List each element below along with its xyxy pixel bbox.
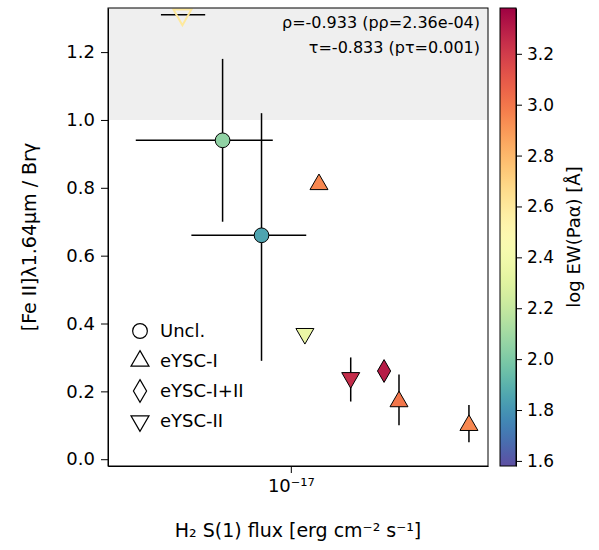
colorbar-tick-mark (516, 410, 522, 411)
legend-marker (131, 351, 149, 367)
y-tick: 0.0 (66, 448, 108, 469)
y-tick: 0.4 (66, 313, 108, 334)
x-error-bar (136, 140, 273, 142)
data-point (173, 10, 191, 26)
y-tick-mark (101, 459, 108, 460)
chart: 10⁻¹⁷ 0.0 0.2 0.4 0.6 0.8 1.0 1.2 H₂ S(1) flux [… (0, 0, 599, 550)
y-tick: 0.6 (66, 245, 108, 266)
x-tick: 10⁻¹⁷ (268, 466, 315, 496)
y-tick: 1.2 (66, 41, 108, 62)
colorbar-tick: 2.4 (516, 247, 554, 267)
colorbar-tick-mark (516, 156, 522, 157)
x-error-bar (191, 235, 306, 237)
data-point (296, 328, 314, 344)
data-point (390, 391, 408, 407)
colorbar-title: log EW(Paα) [Å] (563, 166, 584, 307)
colorbar-tick-mark (516, 105, 522, 106)
colorbar-tick: 3.0 (516, 95, 554, 115)
data-point (342, 373, 360, 389)
colorbar-tick-label: 2.4 (527, 247, 554, 267)
colorbar (500, 8, 516, 466)
colorbar-tick-mark (516, 206, 522, 207)
legend-marker (133, 380, 146, 403)
legend-label: eYSC-II (160, 410, 223, 431)
y-tick: 0.2 (66, 381, 108, 402)
colorbar-axis: 1.6 1.8 2.0 2.2 2.4 2.6 2.8 3.0 3.2 (516, 9, 554, 471)
y-tick-label: 0.6 (66, 245, 95, 266)
legend-marker (133, 324, 148, 339)
data-point (377, 360, 390, 383)
y-axis: 0.0 0.2 0.4 0.6 0.8 1.0 1.2 (66, 9, 108, 470)
colorbar-tick: 2.8 (516, 146, 554, 166)
colorbar-tick-label: 2.6 (527, 196, 554, 216)
legend-label: eYSC-I (160, 350, 218, 371)
colorbar-tick-mark (516, 359, 522, 360)
colorbar-tick-label: 1.6 (527, 451, 554, 471)
data-point (310, 174, 328, 190)
legend-label: eYSC-I+II (160, 380, 244, 401)
colorbar-tick-mark (516, 308, 522, 309)
colorbar-tick: 2.0 (516, 349, 554, 369)
y-tick-mark (101, 52, 108, 53)
y-tick-label: 0.4 (66, 313, 95, 334)
colorbar-tick-label: 3.0 (527, 95, 554, 115)
y-tick-label: 1.2 (66, 41, 95, 62)
legend: Uncl. eYSC-I eYSC-I+II eYSC-II (131, 320, 244, 431)
plot-area (108, 8, 488, 442)
x-axis-line (109, 466, 489, 467)
y-tick-mark (101, 256, 108, 257)
data-point (254, 228, 269, 243)
colorbar-tick-label: 2.2 (527, 298, 554, 318)
colorbar-tick: 2.6 (516, 196, 554, 216)
y-tick-label: 0.8 (66, 177, 95, 198)
legend-marker (131, 416, 149, 432)
y-tick-mark (101, 120, 108, 121)
y-tick-label: 1.0 (66, 109, 95, 130)
x-tick-mark (291, 466, 292, 473)
data-point (460, 415, 478, 431)
colorbar-tick-label: 1.8 (527, 400, 554, 420)
colorbar-tick: 2.2 (516, 298, 554, 318)
colorbar-tick-mark (516, 54, 522, 55)
y-tick-mark (101, 324, 108, 325)
legend-label: Uncl. (160, 320, 205, 341)
y-tick-mark (101, 391, 108, 392)
annotation: τ=-0.833 (pτ=0.001) (309, 38, 480, 57)
x-tick-label: 10⁻¹⁷ (268, 475, 315, 496)
y-axis-title: [Fe II]λ1.64μm / Brγ (18, 143, 40, 331)
x-axis-title: H₂ S(1) flux [erg cm⁻² s⁻¹] (175, 519, 422, 541)
colorbar-tick-mark (516, 257, 522, 258)
colorbar-axis-line (516, 9, 517, 467)
colorbar-tick-mark (516, 461, 522, 462)
y-tick-mark (101, 188, 108, 189)
y-tick: 1.0 (66, 109, 108, 130)
colorbar-tick: 1.6 (516, 451, 554, 471)
x-error-bar (161, 14, 205, 16)
colorbar-tick-label: 2.0 (527, 349, 554, 369)
colorbar-tick-label: 3.2 (527, 44, 554, 64)
annotation: ρ=-0.933 (pρ=2.36e-04) (282, 13, 480, 32)
y-tick: 0.8 (66, 177, 108, 198)
data-point (215, 133, 230, 148)
y-tick-label: 0.0 (66, 448, 95, 469)
colorbar-tick-label: 2.8 (527, 146, 554, 166)
shaded-region (108, 8, 488, 120)
y-tick-label: 0.2 (66, 381, 95, 402)
plot-frame (108, 8, 488, 466)
colorbar-tick: 3.2 (516, 44, 554, 64)
colorbar-tick: 1.8 (516, 400, 554, 420)
x-axis: 10⁻¹⁷ (109, 466, 489, 496)
y-axis-line (108, 9, 109, 467)
